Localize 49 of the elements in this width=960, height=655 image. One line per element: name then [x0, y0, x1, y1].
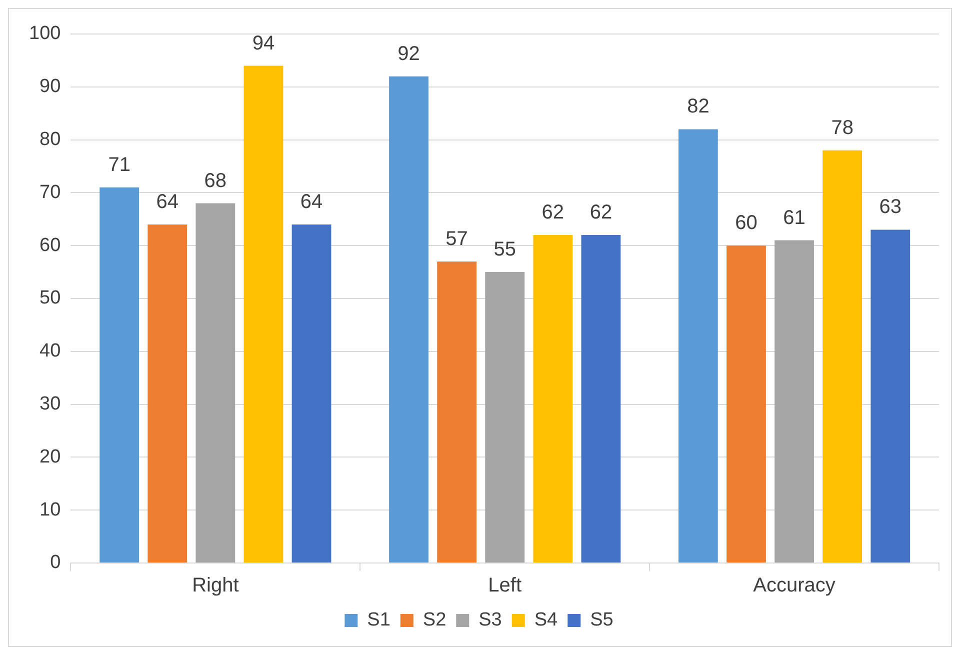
- data-label: 62: [542, 202, 564, 224]
- bar: [726, 246, 766, 562]
- data-label: 55: [494, 238, 516, 261]
- data-label: 63: [879, 196, 902, 218]
- y-tick-label: 50: [40, 288, 61, 309]
- y-tick-label: 60: [40, 234, 61, 256]
- y-tick-label: 20: [40, 446, 61, 468]
- data-label: 64: [300, 190, 323, 213]
- data-label: 62: [590, 202, 612, 224]
- legend-label: S2: [422, 610, 446, 631]
- legend-label: S1: [367, 610, 390, 631]
- bar: [485, 272, 525, 562]
- data-label: 94: [252, 32, 275, 54]
- y-tick-label: 0: [50, 552, 61, 574]
- y-tick-label: 100: [29, 23, 61, 44]
- y-tick-label: 10: [40, 499, 61, 520]
- bar: [678, 129, 718, 562]
- data-label: 78: [831, 116, 854, 139]
- bar: [100, 187, 140, 562]
- y-tick-label: 90: [40, 76, 61, 98]
- y-tick-label: 70: [40, 182, 61, 203]
- bar: [148, 224, 188, 562]
- x-tick-label: Left: [488, 574, 522, 597]
- bar: [870, 230, 910, 562]
- data-label: 92: [398, 42, 420, 65]
- data-label: 71: [108, 154, 130, 176]
- bar: [196, 203, 236, 562]
- legend-label: S5: [590, 610, 614, 631]
- y-tick-label: 80: [40, 129, 61, 150]
- bar: [437, 261, 477, 562]
- bar: [533, 235, 573, 562]
- data-label: 64: [156, 190, 178, 213]
- bar: [822, 150, 862, 562]
- legend-label: S4: [534, 610, 558, 631]
- bar: [292, 224, 332, 562]
- data-label: 68: [204, 170, 227, 192]
- x-tick-label: Accuracy: [753, 574, 836, 597]
- bar: [774, 240, 814, 562]
- data-label: 82: [687, 96, 710, 118]
- bar: [581, 235, 621, 562]
- y-tick-label: 30: [40, 394, 61, 415]
- data-label: 60: [735, 212, 758, 234]
- data-label: 57: [446, 228, 468, 250]
- legend-label: S3: [478, 610, 502, 631]
- x-tick-label: Right: [192, 574, 240, 597]
- bar: [244, 66, 284, 562]
- bar: [389, 76, 428, 562]
- data-label: 61: [783, 206, 806, 229]
- y-tick-label: 40: [40, 340, 61, 362]
